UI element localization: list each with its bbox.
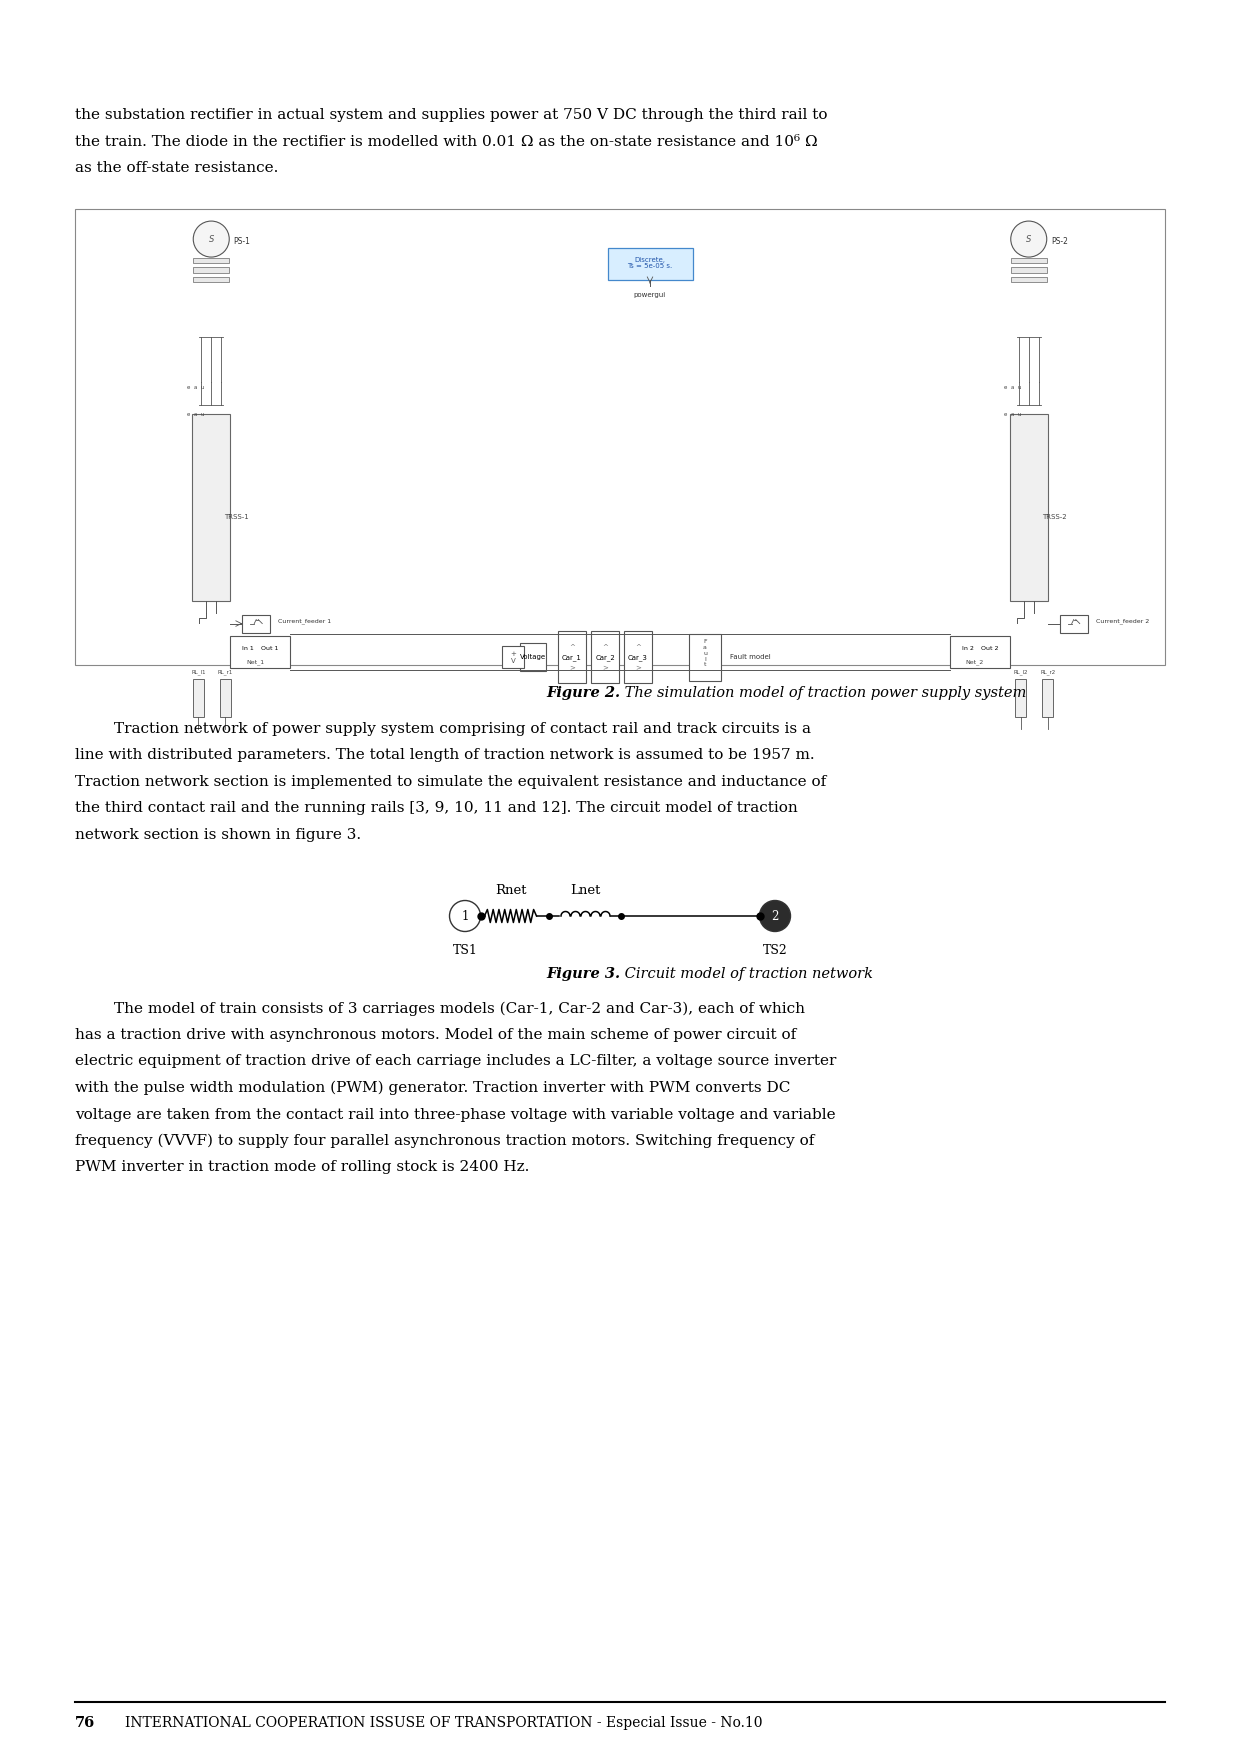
Text: with the pulse width modulation (PWM) generator. Traction inverter with PWM conv: with the pulse width modulation (PWM) ge…: [74, 1080, 790, 1096]
Bar: [1009, 414, 1048, 602]
Text: Current_feeder 2: Current_feeder 2: [1096, 619, 1149, 624]
Text: TRSS-2: TRSS-2: [1042, 514, 1066, 519]
Text: network section is shown in figure 3.: network section is shown in figure 3.: [74, 828, 361, 842]
Text: Fault model: Fault model: [730, 654, 771, 660]
Circle shape: [1011, 221, 1047, 258]
Text: RL_r2: RL_r2: [1040, 668, 1055, 675]
Text: e  a  u: e a u: [1004, 384, 1022, 389]
Text: Figure 3.: Figure 3.: [546, 966, 620, 980]
Bar: [1016, 679, 1027, 717]
Text: Net_2: Net_2: [966, 660, 983, 665]
Text: PS-1: PS-1: [233, 237, 250, 246]
Text: >: >: [635, 665, 641, 670]
Bar: [1011, 267, 1047, 274]
Text: e  a  u: e a u: [186, 384, 203, 389]
Text: >: >: [603, 665, 608, 670]
Text: ^: ^: [569, 644, 575, 651]
Text: Traction network section is implemented to simulate the equivalent resistance an: Traction network section is implemented …: [74, 775, 826, 789]
Text: Circuit model of traction network: Circuit model of traction network: [620, 966, 873, 980]
Text: PWM inverter in traction mode of rolling stock is 2400 Hz.: PWM inverter in traction mode of rolling…: [74, 1161, 529, 1175]
Text: Car_2: Car_2: [595, 654, 615, 661]
Text: Ts = 5e-05 s.: Ts = 5e-05 s.: [627, 263, 672, 268]
Bar: [192, 679, 203, 717]
Circle shape: [450, 900, 481, 931]
Text: S: S: [1025, 235, 1032, 244]
Text: voltage are taken from the contact rail into three-phase voltage with variable v: voltage are taken from the contact rail …: [74, 1107, 836, 1121]
Text: frequency (VVVF) to supply four parallel asynchronous traction motors. Switching: frequency (VVVF) to supply four parallel…: [74, 1135, 815, 1149]
Text: >: >: [569, 665, 575, 670]
Text: ^: ^: [635, 644, 641, 651]
Text: RL_l2: RL_l2: [1013, 668, 1028, 675]
Text: The simulation model of traction power supply system: The simulation model of traction power s…: [620, 686, 1027, 700]
Text: powergui: powergui: [634, 293, 666, 298]
Bar: [193, 267, 229, 274]
Text: Out 2: Out 2: [981, 645, 998, 651]
Text: the train. The diode in the rectifier is modelled with 0.01 Ω as the on-state re: the train. The diode in the rectifier is…: [74, 135, 817, 149]
Bar: [502, 645, 525, 668]
Text: Net_1: Net_1: [247, 660, 264, 665]
Text: INTERNATIONAL COOPERATION ISSUSE OF TRANSPORTATION - Especial Issue - No.10: INTERNATIONAL COOPERATION ISSUSE OF TRAN…: [125, 1715, 763, 1729]
Text: RL_r1: RL_r1: [218, 668, 233, 675]
Text: the substation rectifier in actual system and supplies power at 750 V DC through: the substation rectifier in actual syste…: [74, 109, 827, 123]
Text: Discrete,: Discrete,: [635, 258, 666, 263]
Bar: [1011, 277, 1047, 282]
Text: as the off-state resistance.: as the off-state resistance.: [74, 161, 278, 175]
Text: ^: ^: [603, 644, 608, 651]
Bar: [950, 637, 1009, 668]
Text: Out 1: Out 1: [262, 645, 279, 651]
Bar: [231, 637, 290, 668]
Text: Traction network of power supply system comprising of contact rail and track cir: Traction network of power supply system …: [74, 721, 811, 735]
Text: TS2: TS2: [763, 944, 787, 956]
Bar: [1011, 258, 1047, 263]
Text: 1: 1: [461, 910, 469, 923]
Text: electric equipment of traction drive of each carriage includes a LC-filter, a vo: electric equipment of traction drive of …: [74, 1054, 836, 1068]
Text: Voltage: Voltage: [520, 654, 546, 660]
Text: +
V: + V: [510, 651, 516, 663]
Text: Current_feeder 1: Current_feeder 1: [278, 619, 331, 624]
Bar: [558, 631, 587, 684]
Bar: [624, 631, 652, 684]
Text: In 2: In 2: [962, 645, 973, 651]
Text: Rnet: Rnet: [495, 884, 526, 896]
Text: In 1: In 1: [242, 645, 254, 651]
Text: TS1: TS1: [453, 944, 477, 956]
Text: 2: 2: [771, 910, 779, 923]
Text: Car_1: Car_1: [562, 654, 582, 661]
Bar: [193, 277, 229, 282]
Text: Car_3: Car_3: [629, 654, 649, 661]
Bar: [193, 258, 229, 263]
Bar: [591, 631, 619, 684]
Text: Figure 2.: Figure 2.: [546, 686, 620, 700]
Text: Lnet: Lnet: [570, 884, 600, 896]
Bar: [74, 209, 1166, 665]
Text: the third contact rail and the running rails [3, 9, 10, 11 and 12]. The circuit : the third contact rail and the running r…: [74, 802, 797, 816]
Text: S: S: [208, 235, 215, 244]
Text: PS-2: PS-2: [1050, 237, 1068, 246]
Bar: [219, 679, 231, 717]
Bar: [242, 614, 270, 633]
Text: has a traction drive with asynchronous motors. Model of the main scheme of power: has a traction drive with asynchronous m…: [74, 1028, 796, 1042]
Text: line with distributed parameters. The total length of traction network is assume: line with distributed parameters. The to…: [74, 747, 815, 761]
Bar: [689, 633, 720, 681]
Bar: [1060, 614, 1087, 633]
Text: e  a  u: e a u: [1004, 412, 1022, 417]
Circle shape: [759, 900, 791, 931]
Text: RL_l1: RL_l1: [191, 668, 206, 675]
Bar: [1043, 679, 1053, 717]
Bar: [520, 644, 546, 672]
Text: e  a  u: e a u: [186, 412, 203, 417]
Text: The model of train consists of 3 carriages models (Car-1, Car-2 and Car-3), each: The model of train consists of 3 carriag…: [74, 1002, 805, 1016]
Bar: [608, 247, 692, 281]
Text: TRSS-1: TRSS-1: [224, 514, 249, 519]
Text: F
a
u
l
t: F a u l t: [703, 638, 707, 668]
Text: 76: 76: [74, 1715, 95, 1729]
Circle shape: [193, 221, 229, 258]
Bar: [192, 414, 231, 602]
